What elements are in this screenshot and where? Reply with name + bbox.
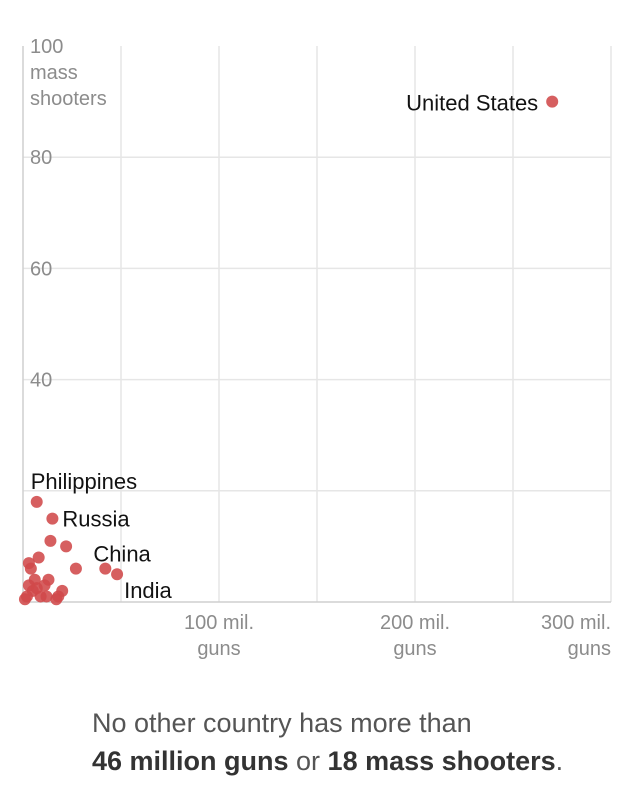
data-point <box>546 95 559 108</box>
data-point <box>44 534 57 547</box>
data-point <box>111 568 124 581</box>
x-tick-line: 300 mil. <box>541 612 611 634</box>
country-label: Russia <box>62 507 130 532</box>
data-point <box>40 590 53 603</box>
country-label: India <box>124 578 172 603</box>
y-tick-label: 60 <box>30 258 52 280</box>
country-label: China <box>93 542 151 567</box>
y-tick-label: 100 mass shooters <box>30 36 107 110</box>
data-point <box>32 551 45 564</box>
caption-period: . <box>555 746 564 776</box>
x-tick-line: guns <box>568 638 611 660</box>
data-point <box>69 562 82 575</box>
data-point <box>18 593 31 606</box>
data-point <box>60 540 73 553</box>
x-tick-line: guns <box>197 638 240 660</box>
y-tick-line: 80 <box>30 147 52 169</box>
data-point <box>52 590 65 603</box>
data-point <box>30 582 43 595</box>
y-tick-line: 100 <box>30 36 63 58</box>
country-label: Philippines <box>31 469 137 494</box>
x-tick-line: 200 mil. <box>380 612 450 634</box>
data-point <box>24 562 37 575</box>
x-tick-line: 100 mil. <box>184 612 254 634</box>
x-tick-label: 100 mil. guns <box>184 612 254 660</box>
y-tick-line: mass <box>30 62 78 84</box>
x-tick-line: guns <box>393 638 436 660</box>
y-tick-label: 40 <box>30 370 52 392</box>
x-tick-label: 300 mil. guns <box>541 612 611 660</box>
data-point <box>99 562 112 575</box>
caption-shooters-highlight: 18 mass shooters <box>327 746 556 776</box>
x-tick-label: 200 mil. guns <box>380 612 450 660</box>
data-point <box>46 512 59 525</box>
caption-connector: or <box>288 746 328 776</box>
y-tick-line: 40 <box>30 370 52 392</box>
chart-caption: No other country has more than 46 millio… <box>92 704 632 780</box>
country-label: United States <box>406 91 538 116</box>
caption-guns-highlight: 46 million guns <box>92 746 289 776</box>
y-tick-line: shooters <box>30 88 107 110</box>
y-tick-label: 80 <box>30 147 52 169</box>
y-tick-line: 60 <box>30 258 52 280</box>
data-point <box>30 495 43 508</box>
caption-line-1: No other country has more than <box>92 708 472 738</box>
